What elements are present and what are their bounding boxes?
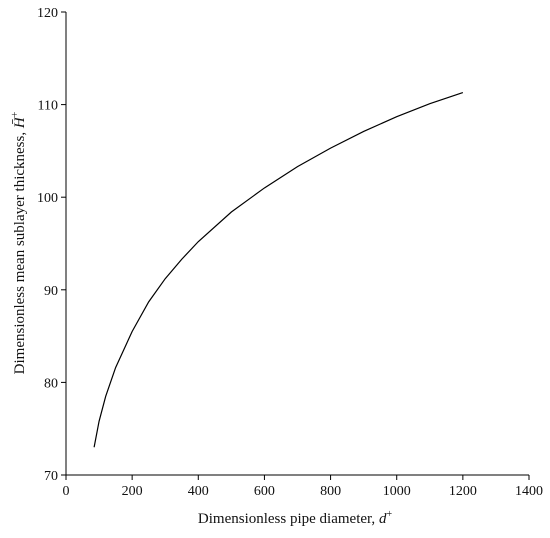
axes (65, 12, 529, 476)
y-axis-label: Dimensionless mean sublayer thickness, H… (10, 111, 28, 374)
x-tick-label: 1000 (383, 484, 411, 499)
y-tick-label: 110 (38, 99, 58, 114)
x-tick-label: 1400 (515, 484, 543, 499)
x-tick-label: 800 (320, 484, 341, 499)
y-tick-label: 90 (44, 284, 58, 299)
series-line-0 (93, 91, 464, 448)
y-tick-label: 100 (37, 191, 58, 206)
x-tick-label: 600 (254, 484, 275, 499)
x-tick-label: 200 (122, 484, 143, 499)
series (93, 91, 464, 448)
x-tick-label: 0 (63, 484, 70, 499)
x-axis-label: Dimensionless pipe diameter, d+ (198, 509, 393, 527)
ticks: 0 200 400 600 800 1000 1200 1400 70 80 90 100 110 120 (37, 6, 543, 499)
y-tick-label: 70 (44, 469, 58, 484)
x-tick-label: 400 (188, 484, 209, 499)
y-tick-label: 80 (44, 376, 58, 391)
y-tick-label: 120 (37, 6, 58, 21)
x-tick-label: 1200 (449, 484, 477, 499)
